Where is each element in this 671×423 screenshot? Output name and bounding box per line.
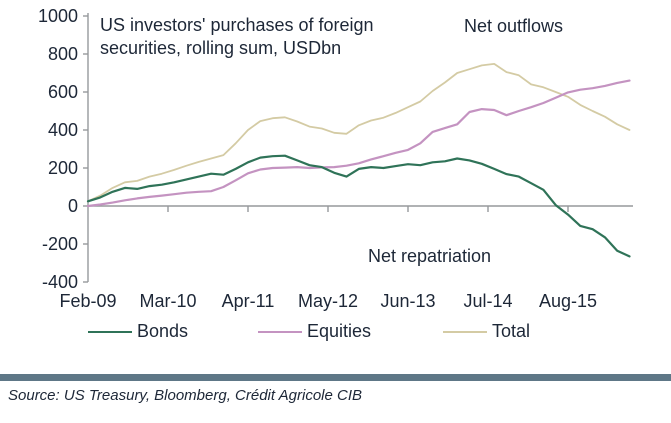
y-axis-label: 1000 <box>37 6 78 26</box>
equities-line-swatch <box>258 331 302 333</box>
divider-bar <box>0 374 671 381</box>
net-repatriation-annotation: Net repatriation <box>368 246 492 266</box>
bonds-line-swatch <box>88 331 132 333</box>
y-axis-label: -200 <box>41 234 78 254</box>
y-axis-label: 200 <box>47 158 78 178</box>
x-axis-label: May-12 <box>297 291 359 311</box>
total-line-swatch <box>443 331 487 333</box>
y-axis-label: 400 <box>47 120 78 140</box>
chart-title-line1: US investors' purchases of foreign <box>100 15 374 35</box>
x-axis-label: Feb-09 <box>59 291 117 311</box>
x-axis-label: Aug-15 <box>538 291 598 311</box>
legend-label-total: Total <box>492 321 531 341</box>
x-axis-label: Jun-13 <box>380 291 436 311</box>
total-series-line <box>87 63 631 203</box>
x-axis-label: Apr-11 <box>221 291 275 311</box>
y-axis-label: 0 <box>67 196 78 216</box>
y-axis-label: 800 <box>47 44 78 64</box>
chart-title-line2: securities, rolling sum, USDbn <box>100 38 342 58</box>
y-axis-label: 600 <box>47 82 78 102</box>
bonds-series-line <box>86 154 631 258</box>
legend-label-bonds: Bonds <box>137 321 189 341</box>
equities-series-line <box>86 79 631 208</box>
x-axis-label: Jul-14 <box>463 291 513 311</box>
chart-plot-area <box>83 13 633 283</box>
net-outflows-annotation: Net outflows <box>464 16 564 36</box>
y-axis-label: -400 <box>41 272 78 292</box>
x-axis-label: Mar-10 <box>139 291 197 311</box>
chart-title: US investors' purchases of foreign secur… <box>100 14 374 60</box>
legend-label-equities: Equities <box>307 321 372 341</box>
source-text: Source: US Treasury, Bloomberg, Crédit A… <box>8 387 363 404</box>
